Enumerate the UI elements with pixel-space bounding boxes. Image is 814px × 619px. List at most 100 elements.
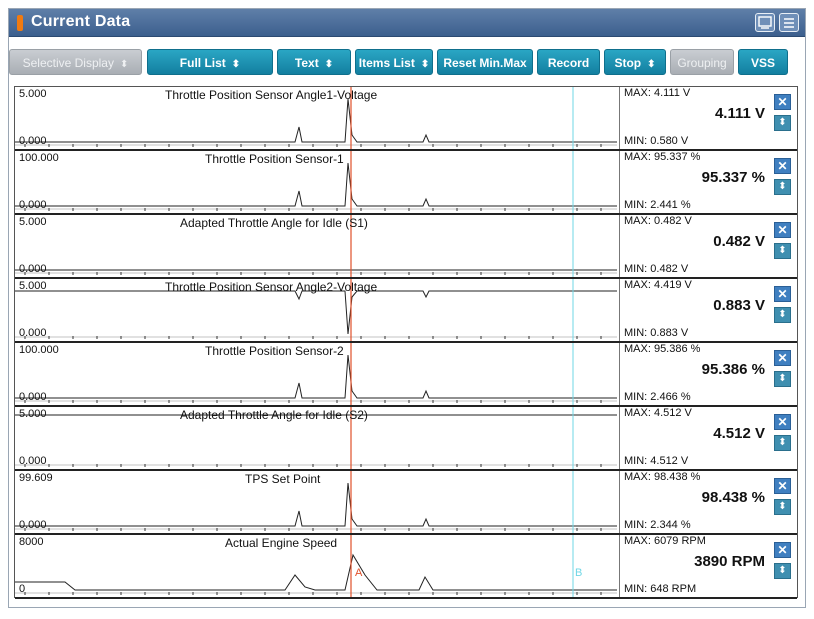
parameter-name: Adapted Throttle Angle for Idle (S1) xyxy=(180,216,368,230)
text-button[interactable]: Text ⬍ xyxy=(277,49,351,75)
grouping-button[interactable]: Grouping xyxy=(670,49,734,75)
current-value: 0.482 V xyxy=(713,233,765,250)
current-value: 98.438 % xyxy=(701,489,765,506)
window-title: Current Data xyxy=(31,13,131,30)
min-value: MIN: 648 RPM xyxy=(624,583,697,595)
scale-stepper-icon[interactable]: ⬍ xyxy=(774,115,791,131)
sensor-graph[interactable]: 100.000 0.000 Throttle Position Sensor-1 xyxy=(15,151,617,213)
y-axis-min: 0.000 xyxy=(19,391,47,403)
stepper-icon: ⬍ xyxy=(231,59,241,70)
value-panel: MAX: 4.111 V 4.111 V MIN: 0.580 V ✕ ⬍ xyxy=(619,87,797,149)
parameter-name: Throttle Position Sensor-1 xyxy=(205,152,344,166)
data-graph-panel: 5.000 0.000 Throttle Position Sensor Ang… xyxy=(14,86,798,599)
y-axis-max: 100.000 xyxy=(19,344,59,356)
close-icon[interactable]: ✕ xyxy=(774,158,791,174)
sensor-row[interactable]: 5.000 0.000 Throttle Position Sensor Ang… xyxy=(15,87,797,151)
sensor-row[interactable]: 100.000 0.000 Throttle Position Sensor-2… xyxy=(15,343,797,407)
graph-svg xyxy=(15,151,617,213)
retry-icon[interactable] xyxy=(755,13,775,32)
title-marker-icon xyxy=(17,15,23,31)
value-panel: MAX: 6079 RPM 3890 RPM MIN: 648 RPM ✕ ⬍ xyxy=(619,535,797,597)
stepper-icon: ⬍ xyxy=(324,59,334,70)
min-value: MIN: 0.482 V xyxy=(624,263,689,275)
sensor-graph[interactable]: 5.000 0.000 Throttle Position Sensor Ang… xyxy=(15,279,617,341)
sensor-graph[interactable]: 100.000 0.000 Throttle Position Sensor-2 xyxy=(15,343,617,405)
sensor-row[interactable]: 5.000 0.000 Adapted Throttle Angle for I… xyxy=(15,407,797,471)
y-axis-min: 0.000 xyxy=(19,263,47,275)
parameter-name: Adapted Throttle Angle for Idle (S2) xyxy=(180,408,368,422)
stepper-icon: ⬍ xyxy=(119,59,129,70)
min-value: MIN: 4.512 V xyxy=(624,455,689,467)
min-value: MIN: 0.580 V xyxy=(624,135,689,147)
signal-trace xyxy=(15,162,617,207)
close-icon[interactable]: ✕ xyxy=(774,222,791,238)
close-icon[interactable]: ✕ xyxy=(774,94,791,110)
close-icon[interactable]: ✕ xyxy=(774,478,791,494)
sensor-row[interactable]: 8000 0 Actual Engine Speed A B MAX: 6079 … xyxy=(15,535,797,599)
title-bar: Current Data xyxy=(9,9,805,37)
scale-stepper-icon[interactable]: ⬍ xyxy=(774,371,791,387)
value-panel: MAX: 4.512 V 4.512 V MIN: 4.512 V ✕ ⬍ xyxy=(619,407,797,469)
scale-stepper-icon[interactable]: ⬍ xyxy=(774,435,791,451)
vss-button[interactable]: VSS xyxy=(738,49,788,75)
value-panel: MAX: 0.482 V 0.482 V MIN: 0.482 V ✕ ⬍ xyxy=(619,215,797,277)
value-panel: MAX: 95.386 % 95.386 % MIN: 2.466 % ✕ ⬍ xyxy=(619,343,797,405)
y-axis-max: 5.000 xyxy=(19,280,47,292)
scale-stepper-icon[interactable]: ⬍ xyxy=(774,243,791,259)
value-panel: MAX: 98.438 % 98.438 % MIN: 2.344 % ✕ ⬍ xyxy=(619,471,797,533)
reset-minmax-button[interactable]: Reset Min.Max xyxy=(437,49,533,75)
signal-trace xyxy=(15,98,617,143)
sensor-graph[interactable]: 5.000 0.000 Throttle Position Sensor Ang… xyxy=(15,87,617,149)
close-icon[interactable]: ✕ xyxy=(774,286,791,302)
close-icon[interactable]: ✕ xyxy=(774,414,791,430)
min-value: MIN: 2.466 % xyxy=(624,391,691,403)
graph-svg xyxy=(15,215,617,277)
items-list-button[interactable]: Items List ⬍ xyxy=(355,49,433,75)
y-axis-min: 0.000 xyxy=(19,327,47,339)
sensor-row[interactable]: 99.609 0.000 TPS Set Point MAX: 98.438 %… xyxy=(15,471,797,535)
record-button[interactable]: Record xyxy=(537,49,600,75)
signal-trace xyxy=(15,290,617,335)
text-label: Text xyxy=(294,56,319,70)
y-axis-max: 100.000 xyxy=(19,152,59,164)
scale-stepper-icon[interactable]: ⬍ xyxy=(774,179,791,195)
graph-svg xyxy=(15,407,617,469)
y-axis-max: 8000 xyxy=(19,536,44,548)
graph-svg xyxy=(15,343,617,405)
items-list-label: Items List xyxy=(358,56,415,70)
stepper-icon: ⬍ xyxy=(647,59,656,70)
min-value: MIN: 2.441 % xyxy=(624,199,691,211)
y-axis-min: 0.000 xyxy=(19,455,47,467)
current-value: 3890 RPM xyxy=(694,553,765,570)
close-icon[interactable]: ✕ xyxy=(774,542,791,558)
parameter-name: Throttle Position Sensor Angle1-Voltage xyxy=(165,88,378,102)
max-value: MAX: 95.337 % xyxy=(624,151,701,163)
close-icon[interactable]: ✕ xyxy=(774,350,791,366)
scale-stepper-icon[interactable]: ⬍ xyxy=(774,499,791,515)
scale-stepper-icon[interactable]: ⬍ xyxy=(774,563,791,579)
selective-display-label: Selective Display xyxy=(22,56,114,70)
y-axis-min: 0.000 xyxy=(19,135,47,147)
current-value: 95.337 % xyxy=(701,169,765,186)
sensor-graph[interactable]: 8000 0 Actual Engine Speed A B xyxy=(15,535,617,597)
current-value: 4.111 V xyxy=(714,105,765,122)
selective-display-button[interactable]: Selective Display ⬍ xyxy=(9,49,142,75)
parameter-name: Actual Engine Speed xyxy=(225,536,338,550)
y-axis-min: 0 xyxy=(19,583,26,595)
max-value: MAX: 98.438 % xyxy=(624,471,701,483)
sensor-row[interactable]: 5.000 0.000 Adapted Throttle Angle for I… xyxy=(15,215,797,279)
y-axis-max: 5.000 xyxy=(19,408,47,420)
current-value: 4.512 V xyxy=(713,425,765,442)
menu-icon[interactable] xyxy=(779,13,799,32)
scale-stepper-icon[interactable]: ⬍ xyxy=(774,307,791,323)
sensor-graph[interactable]: 99.609 0.000 TPS Set Point xyxy=(15,471,617,533)
full-list-button[interactable]: Full List ⬍ xyxy=(147,49,273,75)
sensor-row[interactable]: 100.000 0.000 Throttle Position Sensor-1… xyxy=(15,151,797,215)
signal-trace xyxy=(15,354,617,399)
y-axis-max: 99.609 xyxy=(19,472,53,484)
sensor-row[interactable]: 5.000 0.000 Throttle Position Sensor Ang… xyxy=(15,279,797,343)
sensor-graph[interactable]: 5.000 0.000 Adapted Throttle Angle for I… xyxy=(15,215,617,277)
sensor-graph[interactable]: 5.000 0.000 Adapted Throttle Angle for I… xyxy=(15,407,617,469)
stop-button[interactable]: Stop ⬍ xyxy=(604,49,666,75)
value-panel: MAX: 4.419 V 0.883 V MIN: 0.883 V ✕ ⬍ xyxy=(619,279,797,341)
